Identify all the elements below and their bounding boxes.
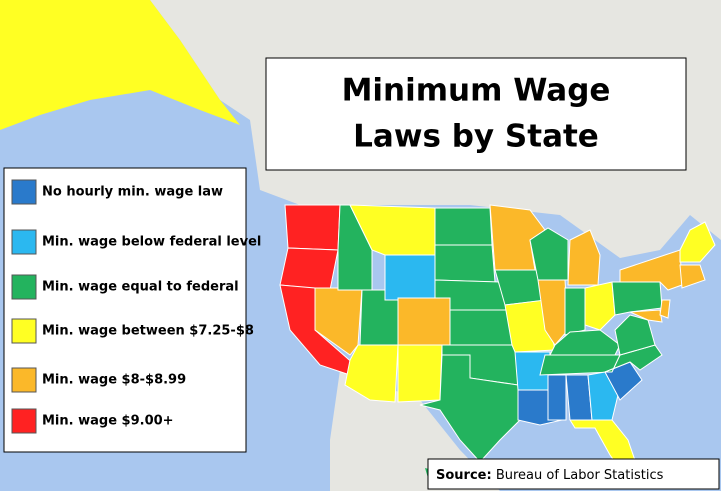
state bbox=[629, 309, 663, 323]
legend-swatch bbox=[11, 274, 37, 300]
legend: No hourly min. wage law Min. wage below f… bbox=[11, 179, 261, 434]
legend-label: No hourly min. wage law bbox=[42, 185, 223, 200]
state bbox=[614, 314, 656, 356]
legend-swatch bbox=[11, 367, 37, 393]
legend-box bbox=[3, 167, 247, 453]
legend-label: Min. wage below federal level bbox=[42, 235, 261, 250]
legend-label: Min. wage $8-$8.99 bbox=[42, 373, 186, 388]
source-box bbox=[427, 458, 720, 490]
state bbox=[397, 344, 443, 403]
state bbox=[619, 249, 683, 291]
states bbox=[279, 204, 716, 481]
title-line: Laws by State bbox=[353, 119, 599, 155]
legend-label: Min. wage equal to federal bbox=[42, 280, 239, 295]
legend-label: Min. wage $9.00+ bbox=[42, 414, 174, 429]
alaska bbox=[0, 0, 240, 130]
state bbox=[434, 244, 496, 283]
state bbox=[679, 264, 706, 289]
legend-swatch bbox=[11, 408, 37, 434]
state bbox=[567, 229, 601, 286]
state bbox=[587, 371, 619, 421]
state bbox=[547, 374, 567, 421]
state bbox=[529, 227, 569, 281]
state bbox=[564, 287, 586, 336]
title-line: Minimum Wage bbox=[342, 73, 611, 109]
state bbox=[397, 297, 451, 346]
legend-label: Min. wage between $7.25-$8 bbox=[42, 324, 254, 339]
state bbox=[679, 221, 716, 263]
state bbox=[419, 354, 521, 463]
state bbox=[384, 254, 436, 301]
title-box bbox=[265, 57, 687, 171]
state bbox=[279, 247, 339, 291]
source-label: Source: bbox=[436, 468, 492, 483]
state bbox=[284, 204, 341, 251]
state bbox=[449, 309, 513, 346]
state bbox=[434, 207, 493, 246]
source: Source: Bureau of Labor Statistics bbox=[436, 468, 664, 483]
legend-swatch bbox=[11, 179, 37, 205]
legend-swatch bbox=[11, 229, 37, 255]
source-text: Bureau of Labor Statistics bbox=[496, 468, 664, 483]
legend-swatch bbox=[11, 318, 37, 344]
state bbox=[584, 281, 616, 331]
state bbox=[537, 279, 569, 346]
state bbox=[659, 299, 671, 319]
